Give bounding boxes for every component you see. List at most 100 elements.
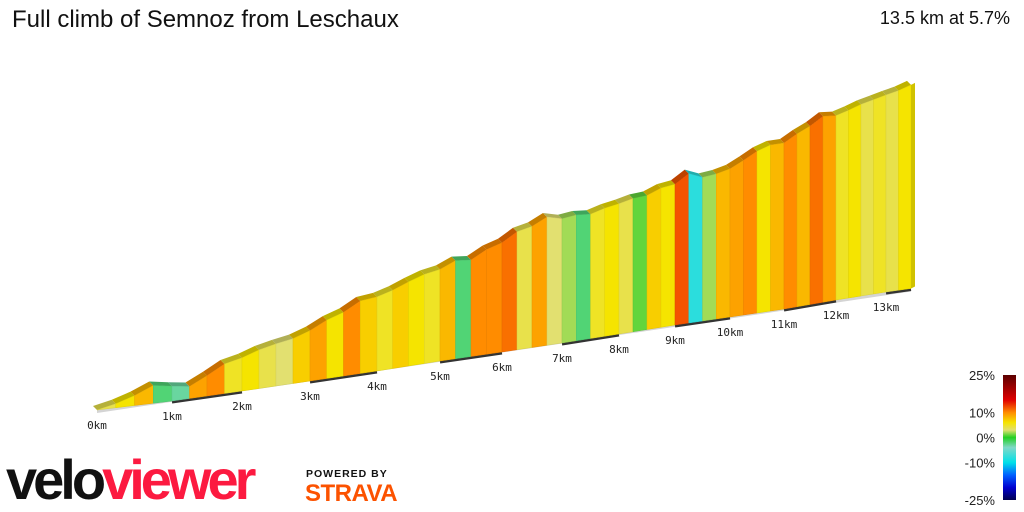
page-title: Full climb of Semnoz from Leschaux xyxy=(12,6,399,33)
legend-label: 0% xyxy=(976,431,995,446)
profile-segment xyxy=(546,216,563,346)
x-tick-label: 12km xyxy=(823,309,850,322)
profile-segment xyxy=(392,281,409,369)
profile-segment xyxy=(455,259,472,360)
segment-top xyxy=(168,382,190,387)
x-tick-label: 9km xyxy=(665,334,685,347)
profile-segment xyxy=(835,109,849,301)
profile-segment xyxy=(885,90,899,293)
x-tick-label: 10km xyxy=(717,326,744,339)
profile-segment xyxy=(531,216,548,348)
x-tick-label: 7km xyxy=(552,352,572,365)
segment-top xyxy=(793,122,810,134)
segment-top xyxy=(272,334,293,344)
profile-segment xyxy=(424,269,441,364)
segment-top xyxy=(93,399,116,410)
km-bar xyxy=(674,316,731,328)
profile-segment xyxy=(674,173,689,326)
climb-summary: 13.5 km at 5.7% xyxy=(879,8,1010,28)
x-tick-label: 4km xyxy=(367,380,387,393)
profile-segment xyxy=(646,187,662,330)
segment-top xyxy=(289,326,310,339)
legend-label: -10% xyxy=(965,456,996,471)
x-tick-label: 13km xyxy=(873,301,900,314)
profile-segment xyxy=(561,214,577,344)
profile-segment xyxy=(326,311,344,379)
segment-top xyxy=(111,391,135,404)
segment-top xyxy=(726,156,744,169)
profile-segment xyxy=(632,195,648,333)
profile-segment xyxy=(501,231,518,353)
segment-top xyxy=(832,106,849,116)
segment-top xyxy=(220,353,242,364)
segment-top xyxy=(238,345,259,358)
segment-top xyxy=(819,111,836,117)
km-bar xyxy=(171,390,243,404)
segment-top xyxy=(882,86,899,95)
legend-label: -25% xyxy=(965,493,996,508)
profile-segment xyxy=(343,300,361,377)
segment-top xyxy=(543,212,562,219)
segment-top xyxy=(356,292,377,302)
profile-segment xyxy=(516,226,533,351)
segment-top xyxy=(615,194,633,204)
legend-label: 25% xyxy=(969,368,995,383)
gradient-color-bar xyxy=(1003,375,1016,500)
profile-segment xyxy=(439,260,456,362)
segment-top xyxy=(339,297,361,313)
segment-top xyxy=(185,371,207,387)
segment-top xyxy=(558,210,577,219)
profile-segment xyxy=(618,198,634,335)
segment-top xyxy=(498,227,517,243)
segment-top xyxy=(629,191,647,199)
segment-top xyxy=(586,204,605,215)
profile-segment xyxy=(360,296,378,374)
segment-top xyxy=(388,277,409,291)
profile-segment xyxy=(576,213,591,342)
x-tick-label: 0km xyxy=(87,419,107,432)
segment-top xyxy=(712,164,730,174)
veloviewer-logo[interactable]: veloviewer xyxy=(6,452,256,508)
segment-top xyxy=(322,308,344,321)
profile-segment xyxy=(898,84,912,291)
profile-segment xyxy=(660,183,676,328)
x-tick-label: 2km xyxy=(232,400,252,413)
segment-top xyxy=(844,100,861,111)
profile-end-face xyxy=(911,82,915,289)
segment-top xyxy=(373,286,393,297)
profile-segments xyxy=(93,80,915,411)
segment-top xyxy=(739,147,757,161)
strava-logo[interactable]: STRAVA xyxy=(305,480,398,507)
segment-top xyxy=(684,169,703,178)
profile-segment xyxy=(783,133,798,310)
segment-top xyxy=(451,256,471,261)
profile-segment xyxy=(688,173,703,324)
km-bar xyxy=(783,299,837,312)
profile-segment xyxy=(702,173,717,322)
segment-top xyxy=(698,169,717,178)
segment-top xyxy=(255,339,276,350)
profile-segment xyxy=(153,385,173,404)
profile-segment xyxy=(770,142,785,312)
profile-segment xyxy=(604,203,620,337)
x-tick-label: 3km xyxy=(300,390,320,403)
segment-top xyxy=(671,169,689,185)
profile-segment xyxy=(729,159,744,318)
segment-top xyxy=(130,381,154,396)
km-bar xyxy=(309,370,378,384)
km-bar xyxy=(439,351,503,364)
km-bar xyxy=(561,333,620,346)
profile-segment xyxy=(716,168,731,320)
segment-top xyxy=(780,129,797,144)
x-tick-label: 8km xyxy=(609,343,629,356)
x-tick-label: 11km xyxy=(771,318,798,331)
x-tick-label: 5km xyxy=(430,370,450,383)
segment-top xyxy=(657,180,675,189)
profile-segment xyxy=(224,357,243,394)
segment-top xyxy=(467,245,487,261)
segment-top xyxy=(869,90,886,100)
segment-top xyxy=(806,112,823,127)
profile-segment xyxy=(376,289,393,372)
profile-segment xyxy=(292,330,311,384)
profile-segment xyxy=(822,115,837,303)
